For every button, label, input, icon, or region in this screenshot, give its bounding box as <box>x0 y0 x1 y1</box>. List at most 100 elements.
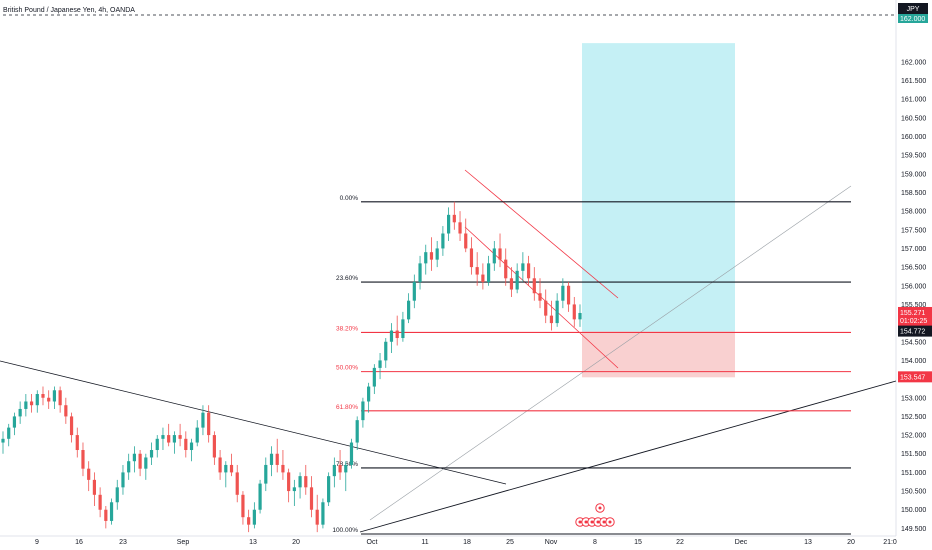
candle-body <box>292 487 296 492</box>
candle-body <box>452 214 456 223</box>
candle-body <box>121 472 125 488</box>
candlestick-series <box>1 201 582 533</box>
event-marker-dot <box>578 520 582 524</box>
candle-body <box>544 300 548 316</box>
candle-body <box>207 412 211 436</box>
candle-body <box>87 468 91 480</box>
stop-zone <box>582 331 735 378</box>
candle-body <box>367 386 371 402</box>
fibonacci-retracement[interactable]: 0.00% 23.60% 38.20% 50.00% 61.80% 78.60% 100.0… <box>332 195 851 535</box>
time-axis[interactable]: 9 16 23 Sep 13 20 Oct 11 18 25 Nov 8 15 22 Dec 13 20 21:0 <box>35 539 897 546</box>
candle-body <box>447 214 451 234</box>
candle-body <box>321 502 325 525</box>
candle-body <box>298 476 302 488</box>
candle-body <box>389 330 394 342</box>
candle-body <box>127 461 131 473</box>
candle-body <box>344 464 348 473</box>
time-tick-label: 16 <box>75 539 83 546</box>
economic-events[interactable] <box>575 503 615 527</box>
time-tick-label: Nov <box>545 539 558 546</box>
price-tick-label: 154.000 <box>901 358 926 365</box>
candle-body <box>378 360 382 368</box>
trendlines[interactable] <box>0 169 897 533</box>
currency-badge <box>898 3 928 14</box>
candle-body <box>58 390 62 406</box>
time-tick-label: 8 <box>593 539 597 546</box>
candle-body <box>212 435 216 458</box>
candle-body <box>509 278 514 290</box>
candle-body <box>566 285 571 305</box>
candle-body <box>504 259 508 279</box>
candle-body <box>538 293 542 301</box>
candle-body <box>309 487 314 510</box>
candle-body <box>401 319 405 339</box>
event-marker-dot <box>590 520 594 524</box>
current-price-tag-bg <box>898 306 932 326</box>
channel-upper-line <box>464 169 619 299</box>
candle-body <box>526 263 531 279</box>
candle-body <box>572 304 576 320</box>
price-tick-label: 158.500 <box>901 190 926 197</box>
time-tick-label: Dec <box>735 539 748 546</box>
candle-body <box>144 457 148 469</box>
candle-body <box>41 394 45 398</box>
candle-body <box>275 453 279 465</box>
candle-body <box>247 517 251 525</box>
candle-body <box>201 412 205 428</box>
time-tick-label: 25 <box>506 539 514 546</box>
time-tick-label: 13 <box>804 539 812 546</box>
price-tick-label: 159.500 <box>901 153 926 160</box>
candle-body <box>269 453 274 465</box>
candle-body <box>195 427 199 443</box>
candle-body <box>258 483 262 510</box>
candle-body <box>235 472 239 495</box>
candle-body <box>224 464 228 473</box>
candle-body <box>189 442 194 451</box>
price-tick-label: 159.000 <box>901 171 926 178</box>
candle-body <box>338 464 342 473</box>
candle-body <box>98 494 102 510</box>
candle-body <box>412 282 416 301</box>
time-tick-label: Oct <box>367 539 378 546</box>
price-tick-label: 156.000 <box>901 283 926 290</box>
candle-body <box>498 248 502 260</box>
candle-body <box>155 438 159 451</box>
fib-level-label: 61.80% <box>336 404 358 411</box>
candle-body <box>361 401 365 421</box>
candle-body <box>521 263 525 271</box>
candle-body <box>252 509 256 525</box>
angled-projection-line <box>369 185 852 521</box>
descending-trendline <box>0 360 507 485</box>
candle-body <box>515 270 519 290</box>
event-marker-dot <box>584 520 588 524</box>
candle-body <box>395 330 399 339</box>
candle-body <box>12 416 17 428</box>
price-tick-label: 157.500 <box>901 227 926 234</box>
candle-body <box>1 438 5 443</box>
candle-body <box>35 394 39 406</box>
price-tick-label: 161.000 <box>901 97 926 104</box>
price-tick-label: 150.000 <box>901 507 926 514</box>
price-tick-label: 151.000 <box>901 470 926 477</box>
candle-body <box>372 367 376 387</box>
long-position-tool[interactable] <box>582 43 735 378</box>
price-tick-label: 150.500 <box>901 489 926 496</box>
price-tick-label: 154.500 <box>901 339 926 346</box>
candle-body <box>172 435 176 443</box>
price-tick-label: 160.000 <box>901 134 926 141</box>
candle-body <box>104 509 108 521</box>
candle-body <box>161 435 165 439</box>
candle-body <box>332 464 336 477</box>
symbol-title: British Pound / Japanese Yen, 4h, OANDA <box>3 7 135 14</box>
ascending-trendline <box>359 380 897 533</box>
price-axis[interactable]: 149.500 150.000 150.500 151.000 151.500 152.0… <box>901 59 926 533</box>
candle-body <box>464 233 468 249</box>
candle-body <box>52 390 57 402</box>
candle-body <box>229 464 234 473</box>
price-tick-label: 160.500 <box>901 115 926 122</box>
price-tick-label: 149.500 <box>901 526 926 533</box>
candle-body <box>486 263 491 283</box>
price-tick-label: 157.000 <box>901 246 926 253</box>
event-marker-dot <box>596 520 600 524</box>
